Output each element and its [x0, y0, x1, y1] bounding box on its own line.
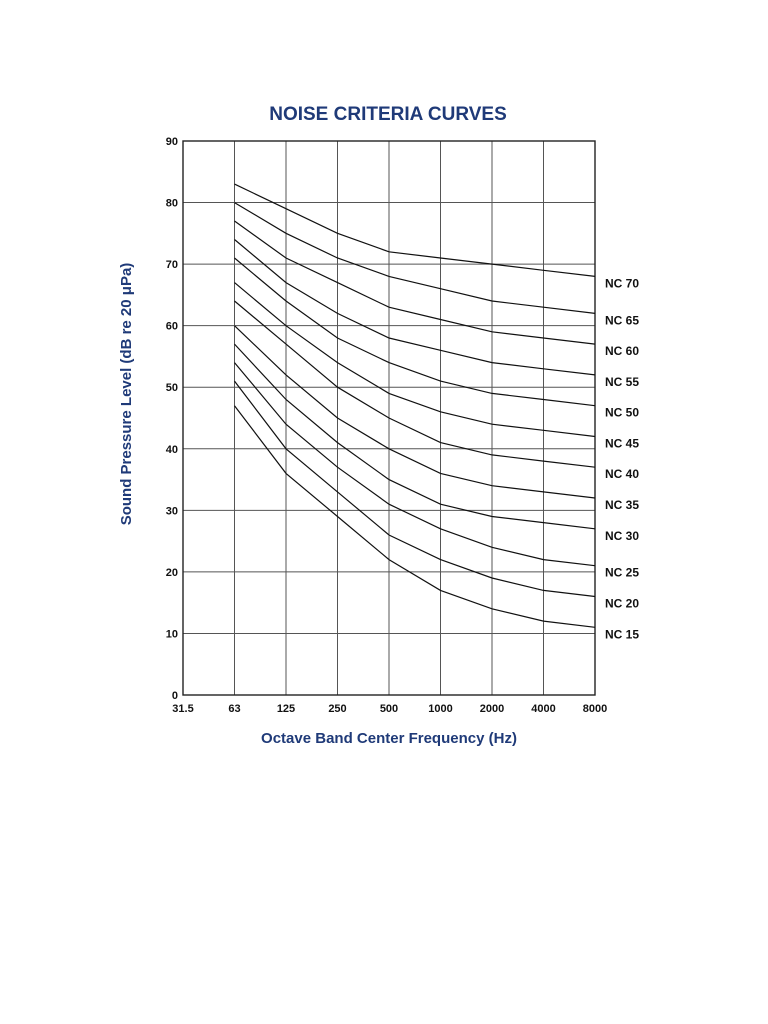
nc-curve [234, 325, 596, 499]
y-tick-label: 30 [166, 505, 178, 517]
nc-curve-label: NC 60 [605, 344, 639, 358]
nc-curve-label: NC 50 [605, 406, 639, 420]
x-tick-label: 2000 [480, 703, 504, 715]
y-tick-label: 60 [166, 321, 178, 333]
y-tick-label: 90 [166, 136, 178, 148]
nc-curve [234, 362, 596, 567]
nc-curve-label: NC 70 [605, 276, 639, 290]
y-axis-title: Sound Pressure Level (dB re 20 μPa) [118, 263, 135, 526]
nc-curve-label: NC 65 [605, 313, 639, 327]
nc-curve-label: NC 55 [605, 375, 639, 389]
nc-curve-label: NC 25 [605, 566, 639, 580]
nc-curve-label: NC 35 [605, 498, 639, 512]
x-tick-label: 125 [277, 703, 295, 715]
y-tick-label: 50 [166, 382, 178, 394]
nc-curves [234, 183, 596, 628]
y-tick-label: 40 [166, 444, 178, 456]
nc-curve-label: NC 20 [605, 597, 639, 611]
nc-curve [234, 202, 596, 314]
nc-curve [234, 300, 596, 468]
x-tick-label: 8000 [583, 703, 607, 715]
y-tick-label: 70 [166, 259, 178, 271]
x-tick-label: 63 [228, 703, 240, 715]
nc-curve [234, 282, 596, 438]
nc-curve [234, 183, 596, 277]
nc-curve-label: NC 45 [605, 436, 639, 450]
x-tick-label: 250 [328, 703, 346, 715]
y-tick-label: 20 [166, 567, 178, 579]
axis-ticks: 31.5 63 125 250 500 1000 2000 4000 8000 0 10 20 30 40… [166, 136, 607, 715]
nc-curve-label: NC 15 [605, 627, 639, 641]
plot-frame [182, 140, 596, 696]
nc-labels: NC 70 NC 65 NC 60 NC 55 NC 50 NC 45 NC 40 NC 35… [605, 276, 639, 641]
nc-curve-label: NC 40 [605, 467, 639, 481]
y-tick-label: 10 [166, 628, 178, 640]
nc-curve-label: NC 30 [605, 529, 639, 543]
y-tick-label: 0 [172, 690, 178, 702]
x-tick-label: 31.5 [172, 703, 193, 715]
nc-curve [234, 239, 596, 376]
x-tick-label: 1000 [428, 703, 452, 715]
nc-curve [234, 343, 596, 530]
chart-title: NOISE CRITERIA CURVES [269, 104, 507, 125]
x-axis-title: Octave Band Center Frequency (Hz) [261, 730, 517, 747]
y-tick-label: 80 [166, 198, 178, 210]
grid-lines [183, 141, 595, 695]
nc-curve [234, 380, 596, 598]
x-tick-label: 4000 [531, 703, 555, 715]
nc-curve [234, 257, 596, 407]
nc-curve [234, 220, 596, 345]
x-tick-label: 500 [380, 703, 398, 715]
nc-curve [234, 405, 596, 628]
